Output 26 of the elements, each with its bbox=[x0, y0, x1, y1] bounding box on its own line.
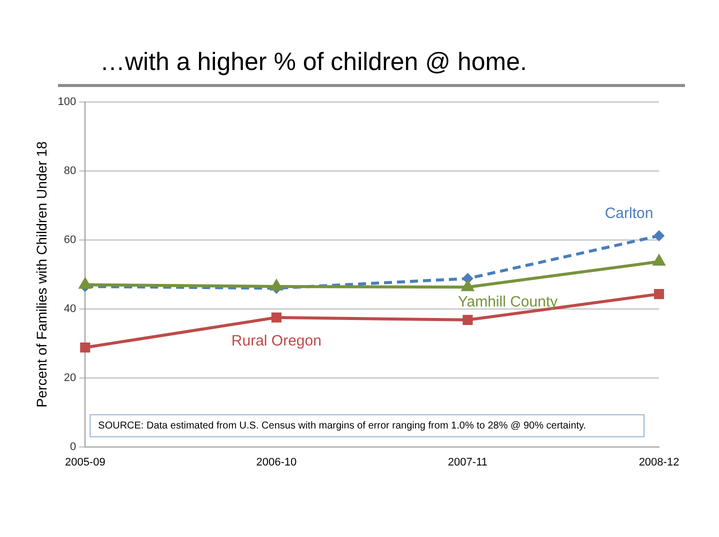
series-label: Yamhill County bbox=[458, 293, 558, 310]
y-tick-label: 60 bbox=[64, 234, 76, 246]
point bbox=[80, 342, 90, 353]
chart-title: …with a higher % of children @ home. bbox=[100, 48, 527, 77]
series-label: Rural Oregon bbox=[231, 332, 322, 350]
y-tick-label: 40 bbox=[64, 302, 76, 315]
annotation: SOURCE: Data estimated from U.S. Census with margins of error ranging from 1.0% to 28% @ 90% certainty. bbox=[98, 420, 586, 432]
point bbox=[462, 314, 473, 325]
point bbox=[654, 230, 664, 241]
point bbox=[270, 280, 282, 290]
series-label: Carlton bbox=[604, 204, 654, 222]
point bbox=[462, 274, 473, 284]
point bbox=[462, 280, 474, 292]
y-tick-label: 80 bbox=[64, 164, 76, 177]
x-tick-label: 2007-11 bbox=[448, 456, 488, 468]
point bbox=[653, 255, 665, 266]
x-tick-label: 2005-09 bbox=[64, 456, 106, 468]
y-tick-label: 0 bbox=[70, 440, 76, 453]
y-tick-label: 100 bbox=[58, 96, 76, 108]
y-axis-title: Percent of Families with Children Under 18 bbox=[33, 141, 50, 408]
point bbox=[271, 312, 282, 323]
y-tick-label: 20 bbox=[64, 372, 76, 384]
x-tick-label: 2008-12 bbox=[638, 456, 680, 468]
point bbox=[79, 278, 91, 289]
point bbox=[654, 289, 664, 300]
x-tick-label: 2006-10 bbox=[256, 456, 297, 468]
